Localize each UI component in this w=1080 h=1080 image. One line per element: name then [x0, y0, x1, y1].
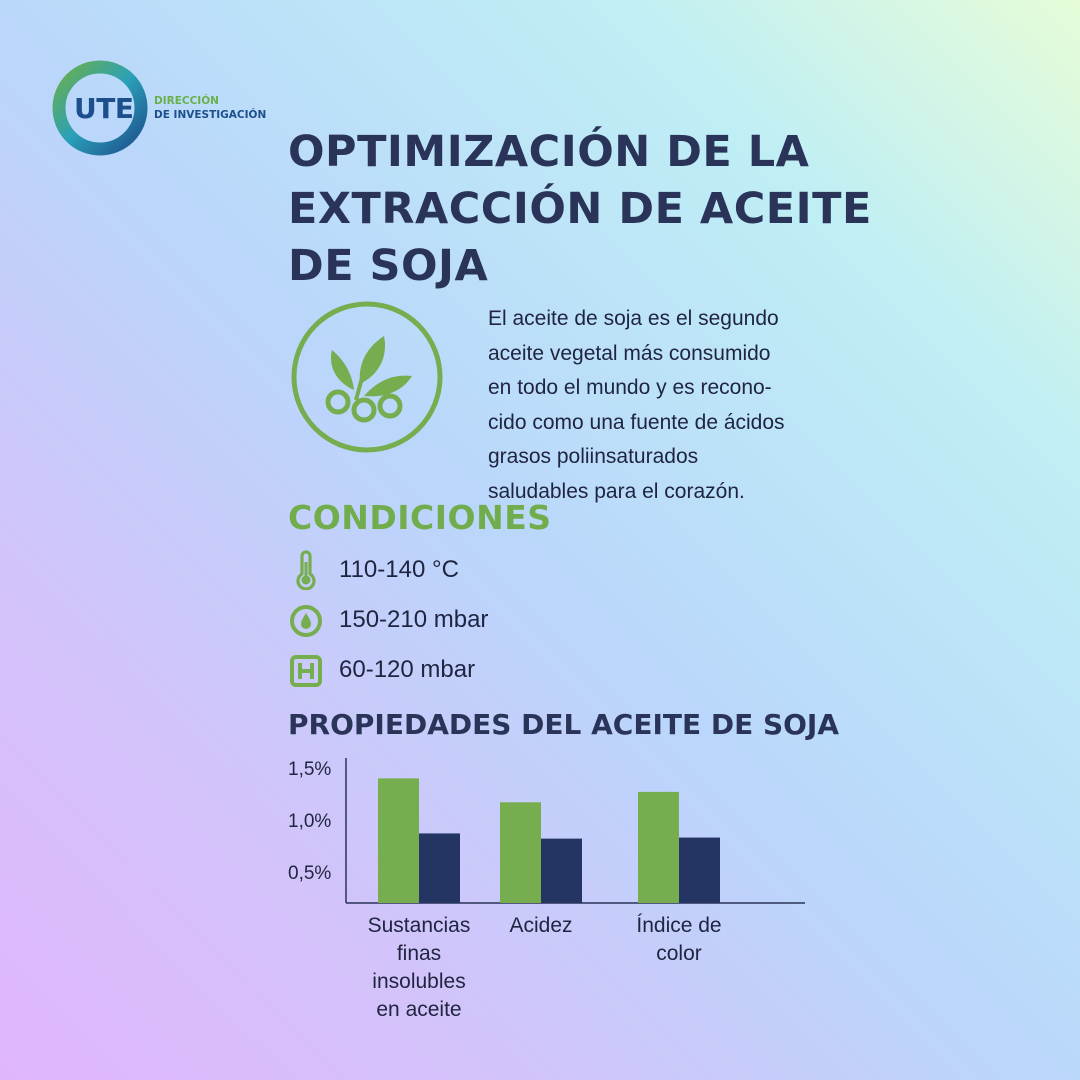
logo-line-1: DIRECCIÓN: [154, 95, 219, 107]
soy-plant-icon: [291, 301, 443, 453]
page-title: OPTIMIZACIÓN DE LA EXTRACCIÓN DE ACEITE …: [288, 124, 908, 295]
h-square-icon: [290, 655, 322, 687]
intro-line: en todo el mundo y es recono-: [488, 376, 772, 399]
chart-title: PROPIEDADES DEL ACEITE DE SOJA: [288, 708, 840, 741]
condition-pressure-2: 60-120 mbar: [288, 650, 688, 690]
x-tick-label: Sustancias: [368, 914, 471, 937]
x-tick-label: en aceite: [376, 998, 461, 1021]
bar: [638, 791, 679, 903]
condition-value: 150-210 mbar: [339, 606, 489, 633]
intro-line: grasos poliinsaturados: [488, 445, 699, 468]
bar: [419, 833, 460, 903]
intro-paragraph: El aceite de soja es el segundo aceite v…: [488, 302, 848, 509]
title-line-3: DE SOJA: [288, 241, 489, 291]
logo-subtitle: DIRECCIÓN DE INVESTIGACIÓN: [154, 94, 266, 122]
bar: [679, 837, 720, 903]
bar: [378, 778, 419, 903]
x-tick-label: color: [656, 942, 702, 965]
y-tick-label: 1,5%: [288, 759, 331, 780]
thermometer-icon: [296, 550, 316, 590]
ute-logo: UTE DIRECCIÓN DE INVESTIGACIÓN: [50, 58, 290, 158]
intro-line: El aceite de soja es el segundo: [488, 307, 779, 330]
x-tick-label: finas: [397, 942, 441, 965]
bar: [541, 838, 582, 903]
intro-line: cido como una fuente de ácidos: [488, 410, 785, 434]
condition-temperature: 110-140 °C: [288, 550, 688, 590]
conditions-heading: CONDICIONES: [288, 498, 552, 537]
title-line-2: EXTRACCIÓN DE ACEITE: [288, 184, 872, 234]
intro-line: aceite vegetal más consumido: [488, 341, 771, 365]
pressure-drop-icon: [290, 605, 322, 637]
properties-bar-chart: 1,5% 1,0% 0,5% Sustancias finas insolubles en …: [288, 758, 805, 1021]
ute-logo-ring-icon: [52, 60, 148, 156]
logo-line-2: DE INVESTIGACIÓN: [154, 109, 267, 121]
condition-value: 60-120 mbar: [339, 656, 476, 683]
title-line-1: OPTIMIZACIÓN DE LA: [288, 127, 810, 177]
bar: [500, 802, 541, 903]
y-tick-label: 1,0%: [288, 811, 331, 832]
x-tick-label: insolubles: [372, 970, 465, 993]
condition-value: 110-140 °C: [339, 556, 459, 583]
logo-brand: UTE: [74, 92, 134, 125]
y-tick-label: 0,5%: [288, 863, 331, 884]
x-tick-label: Acidez: [509, 914, 572, 937]
intro-line: saludables para el corazón.: [488, 479, 745, 503]
condition-pressure-1: 150-210 mbar: [288, 600, 688, 640]
x-tick-label: Índice de: [636, 914, 721, 937]
